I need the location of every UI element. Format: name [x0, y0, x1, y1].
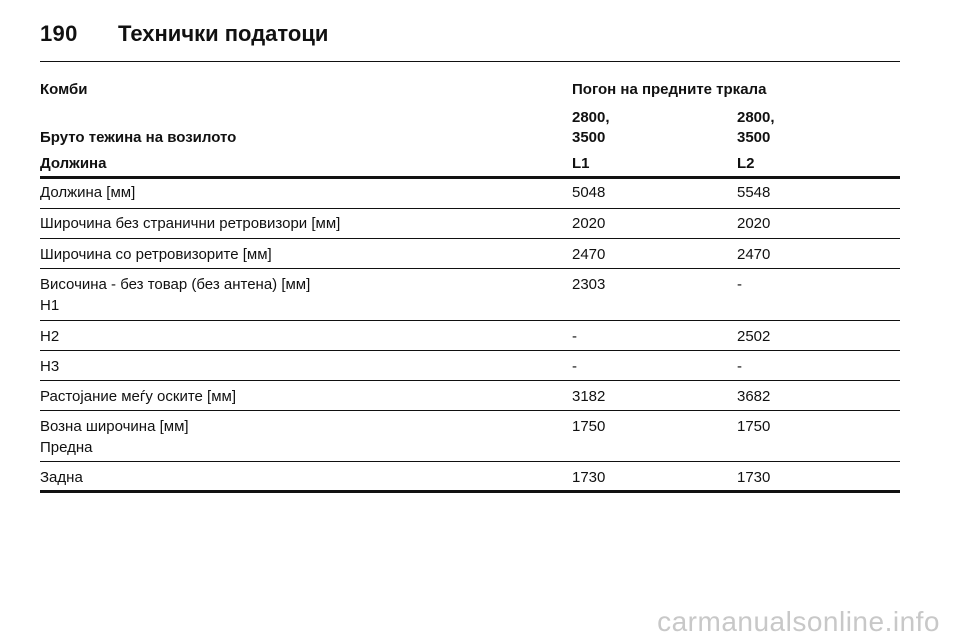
table-row-label: Задна	[40, 469, 83, 486]
page-title: Технички податоци	[118, 21, 329, 46]
variant-l1: L1	[572, 155, 590, 172]
weight-col1: 2800, 3500	[572, 109, 610, 146]
combi-label: Комби	[40, 81, 88, 98]
gross-weight-label: Бруто тежина на возилото	[40, 129, 237, 146]
table-row-label: Височина - без товар (без антена) [мм]	[40, 276, 311, 293]
title-rule	[40, 61, 900, 62]
table-row-value-2: 2502	[737, 328, 771, 345]
row-divider	[40, 410, 900, 411]
table-row-label: H2	[40, 328, 60, 345]
table-row-value-2: 1750	[737, 418, 771, 435]
table-row-value-2: 2470	[737, 246, 771, 263]
table-row-value-1: 5048	[572, 184, 606, 201]
variant-l2: L2	[737, 155, 755, 172]
table-row-value-1: 2303	[572, 276, 606, 293]
table-bottom-rule	[40, 490, 900, 493]
table-row-value-1: 2470	[572, 246, 606, 263]
table-row-value-2: 3682	[737, 388, 771, 405]
table-row-value-1: 1730	[572, 469, 606, 486]
row-divider	[40, 320, 900, 321]
header-rule	[40, 176, 900, 179]
table-row-sublabel: Предна	[40, 439, 93, 456]
watermark: carmanualsonline.info	[657, 606, 940, 637]
table-row-label: Должина [мм]	[40, 184, 136, 201]
row-divider	[40, 380, 900, 381]
row-divider	[40, 461, 900, 462]
table-row-value-1: 1750	[572, 418, 606, 435]
table-row-label: Возна широчина [мм]	[40, 418, 189, 435]
length-label: Должина	[40, 155, 107, 172]
table-row-sublabel: H1	[40, 297, 60, 314]
row-divider	[40, 350, 900, 351]
page-number: 190	[40, 21, 78, 46]
table-row-value-1: 2020	[572, 215, 606, 232]
drive-label: Погон на предните тркала	[572, 81, 767, 98]
table-row-value-2: -	[737, 358, 742, 375]
row-divider	[40, 268, 900, 269]
table-row-value-2: 1730	[737, 469, 771, 486]
table-row-value-1: -	[572, 328, 577, 345]
row-divider	[40, 208, 900, 209]
weight-col2: 2800, 3500	[737, 109, 775, 146]
table-row-label: H3	[40, 358, 60, 375]
table-row-value-2: -	[737, 276, 742, 293]
table-row-value-1: -	[572, 358, 577, 375]
table-row-label: Широчина со ретровизорите [мм]	[40, 246, 272, 263]
table-row-value-2: 2020	[737, 215, 771, 232]
table-row-value-1: 3182	[572, 388, 606, 405]
table-row-value-2: 5548	[737, 184, 771, 201]
table-row-label: Широчина без странични ретровизори [мм]	[40, 215, 341, 232]
row-divider	[40, 238, 900, 239]
table-row-label: Растојание меѓу оските [мм]	[40, 388, 236, 405]
